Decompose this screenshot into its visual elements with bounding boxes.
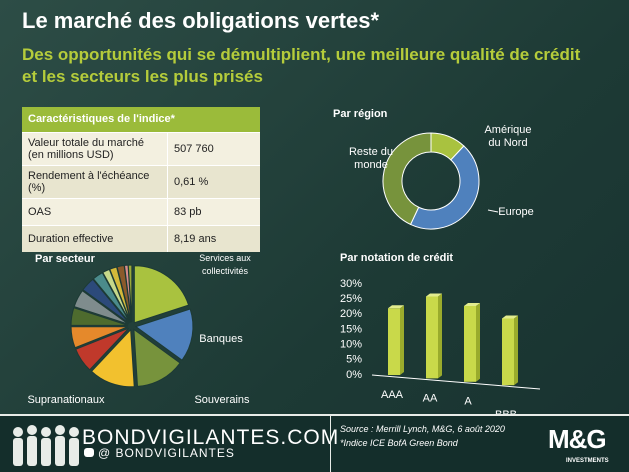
footer: BONDVIGILANTES.COM @ BONDVIGILANTES Sour…: [0, 414, 629, 472]
slice: [70, 307, 129, 326]
y-tick-label: 10%: [340, 339, 362, 351]
x-tick-label: AA: [423, 392, 438, 404]
table-cell: Duration effective: [22, 226, 168, 252]
bar-top: [464, 302, 480, 306]
table-cell: OAS: [22, 199, 168, 225]
slide-title: Le marché des obligations vertes*: [22, 8, 380, 33]
table-cell: 8,19 ans: [174, 233, 217, 245]
slice: [90, 328, 135, 388]
slice: [134, 308, 194, 361]
x-tick-label: A: [464, 396, 472, 408]
y-tick-label: 20%: [340, 308, 362, 320]
table-cell: Valeur totale du marché (en millions USD…: [22, 133, 168, 165]
slice-label: Amérique du Nord: [484, 124, 532, 149]
slice-label: Services aux collectivités: [199, 253, 251, 276]
chart-title: Par région: [333, 108, 388, 120]
slice: [82, 278, 130, 324]
bar: [388, 308, 400, 375]
table-row: Valeur totale du marché (en millions USD…: [22, 132, 260, 165]
axis: [371, 374, 541, 390]
table-cell: 83 pb: [174, 206, 202, 218]
leader: [487, 209, 499, 213]
table-row: Duration effective 8,19 ans: [22, 225, 260, 252]
y-tick-label: 5%: [346, 354, 362, 366]
slice: [133, 265, 190, 324]
slice: [382, 132, 432, 226]
bar-side: [400, 305, 404, 375]
logo: M&G: [548, 424, 607, 454]
twitter-handle: @ BONDVIGILANTES: [98, 446, 235, 460]
y-tick-label: 30%: [340, 278, 362, 290]
bar-side: [514, 315, 518, 386]
bar: [426, 296, 438, 379]
slice: [127, 264, 133, 323]
table-title: Caractéristiques de l'indice*: [22, 107, 260, 132]
bar-side: [438, 293, 442, 379]
source: Source : Merrill Lynch, M&G, 6 août 2020: [340, 424, 505, 434]
slice-label: Banques: [199, 333, 243, 345]
table-cell: 507 760: [174, 143, 214, 155]
slice: [109, 266, 132, 323]
chart-title: Par notation de crédit: [340, 252, 454, 264]
note: *Indice ICE BofA Green Bond: [340, 438, 458, 448]
twitter-icon: [84, 448, 94, 457]
table-row: OAS 83 pb: [22, 198, 260, 225]
table-row: Rendement à l'échéance (%) 0,61 %: [22, 165, 260, 198]
slide-subtitle: Des opportunités qui se démultiplient, u…: [22, 45, 581, 86]
x-tick-label: AAA: [381, 389, 404, 401]
table-cell: Rendement à l'échéance (%): [22, 166, 168, 198]
index-table: Caractéristiques de l'indice* Valeur tot…: [22, 107, 260, 252]
slice: [92, 272, 131, 324]
bar-side: [476, 302, 480, 382]
bar-top: [388, 305, 404, 309]
y-tick-label: 0%: [346, 369, 362, 381]
slice-label: Supranationaux: [27, 394, 105, 406]
slice: [73, 289, 129, 325]
slice: [133, 328, 181, 387]
slice: [102, 268, 131, 323]
bar-top: [426, 293, 442, 297]
divider: [330, 416, 331, 472]
y-tick-label: 25%: [340, 293, 362, 305]
slice-label: Reste du monde: [348, 146, 394, 171]
slice-label: Souverains: [194, 394, 250, 406]
site-name: BONDVIGILANTES.COM: [82, 426, 340, 449]
people-icons: [13, 425, 79, 466]
slice-label: Europe: [498, 206, 534, 218]
slice: [70, 326, 129, 349]
slice: [75, 327, 130, 371]
bar: [464, 305, 476, 382]
y-tick-label: 15%: [340, 323, 362, 335]
slice: [409, 145, 480, 230]
bar-top: [502, 315, 518, 319]
logo-sub: INVESTMENTS: [566, 458, 609, 464]
table-cell: 0,61 %: [174, 176, 209, 188]
chart-title: Par secteur: [35, 253, 95, 265]
bar: [502, 318, 514, 386]
